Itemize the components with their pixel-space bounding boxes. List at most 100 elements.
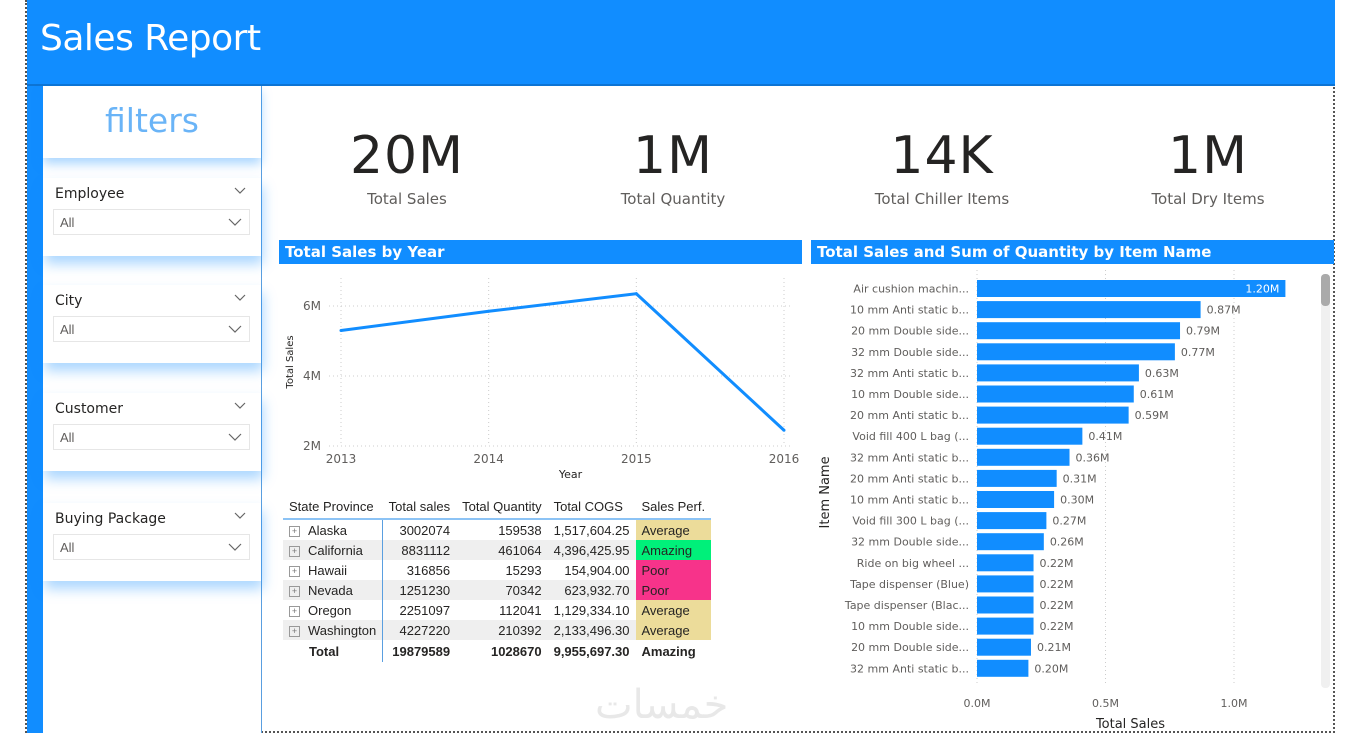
table-row[interactable]: + California 8831112 461064 4,396,425.95 Amaz… [283,540,712,560]
total-quantity-cell: 15293 [505,562,542,578]
dropdown-value: All [60,430,75,445]
data-point[interactable] [487,309,491,313]
chevron-down-icon[interactable] [233,399,247,413]
scrollbar-thumb[interactable] [1321,274,1330,306]
bar[interactable] [977,469,1057,487]
data-label: 0.31M [1063,472,1097,485]
data-point[interactable] [339,329,343,332]
total-label: Total [283,640,384,662]
expand-icon[interactable]: + [289,565,300,577]
filters-title: filters [105,101,199,140]
bar[interactable] [977,575,1034,593]
total-row: Total 19879589 1028670 9,955,697.30 Amazing [283,640,712,662]
x-tick-label: 2013 [326,452,357,466]
bar-chart-title: Total Sales and Sum of Quantity by Item … [811,240,1334,264]
chevron-down-icon [228,543,242,551]
state-cell: + Oregon [283,600,384,620]
data-label: 0.87M [1207,304,1241,317]
total-cogs-cell: 1,129,334.10 [553,602,630,618]
bar[interactable] [977,617,1034,635]
chevron-down-icon[interactable] [233,291,247,305]
table-row[interactable]: + Oregon 2251097 112041 1,129,334.10 Average [283,600,712,620]
total-sales-cell: 1251230 [382,580,457,600]
bar[interactable] [977,596,1034,614]
state-name: California [308,542,363,558]
bar[interactable] [977,638,1031,656]
sales-by-year-line-chart[interactable]: 2M 4M 6M 2013 2014 2015 2016 Year Total Sales [279,266,802,486]
data-label: 0.21M [1037,641,1071,654]
chevron-down-icon [228,218,242,226]
bar[interactable] [977,659,1029,677]
chevron-down-icon[interactable] [233,509,247,523]
bar[interactable] [977,512,1047,530]
matrix-header-row: State Province Total sales Total Quantit… [283,494,712,519]
expand-icon[interactable]: + [289,625,300,637]
total-cogs-cell: 623,932.70 [547,580,636,600]
expand-icon[interactable]: + [289,545,300,557]
total-cogs-cell: 2,133,496.30 [547,620,636,640]
bar[interactable] [977,427,1083,445]
customer-dropdown[interactable]: All [53,424,250,450]
sales-perf-cell: Amazing [635,640,712,662]
dropdown-value: All [60,540,75,555]
bar[interactable] [977,301,1201,319]
column-header[interactable]: Sales Perf. [641,498,706,514]
category-label: 32 mm Anti static b... [850,367,969,380]
slicer-customer: Customer All [43,393,261,471]
category-label: 32 mm Anti static b... [850,451,969,464]
bar[interactable] [977,554,1034,572]
data-point[interactable] [634,292,638,296]
city-dropdown[interactable]: All [53,316,250,342]
sales-perf-cell: Average [635,620,712,640]
expand-icon[interactable]: + [289,605,300,617]
table-row[interactable]: + Washington 4227220 210392 2,133,496.30 Aver… [283,620,712,640]
total-quantity-cell: 1028670 [456,640,548,662]
data-label: 0.27M [1052,515,1086,528]
data-point[interactable] [782,428,786,432]
employee-dropdown[interactable]: All [53,209,250,235]
data-label: 0.63M [1145,367,1179,380]
expand-icon[interactable]: + [289,525,300,537]
expand-icon[interactable]: + [289,585,300,597]
table-row[interactable]: + Nevada 1251230 70342 623,932.70 Poor [283,580,712,600]
state-name: Oregon [308,602,352,618]
data-label: 0.61M [1140,388,1174,401]
kpi-label: Total Chiller Items [874,190,1010,208]
filters-heading: filters [43,86,261,158]
kpi-label: Total Quantity [620,190,726,208]
x-axis-title: Year [558,468,583,481]
bar[interactable] [977,385,1134,403]
bar[interactable] [977,322,1181,340]
sales-by-item-bar-chart[interactable]: 0.0M 0.5M 1.0M Air cushion machin... 1.20M 10… [811,270,1319,733]
sales-line[interactable] [340,292,786,432]
kpi-label: Total Sales [367,190,447,208]
category-label: Ride on big wheel ... [857,557,969,570]
data-label: 0.36M [1076,451,1110,464]
chevron-down-icon[interactable] [233,184,247,198]
bar[interactable] [977,364,1139,382]
category-label: Void fill 300 L bag (... [852,515,969,528]
category-label: 10 mm Double side... [851,388,969,401]
bar-chart-scrollbar[interactable] [1321,274,1330,688]
column-header[interactable]: Total COGS [553,498,623,514]
bar[interactable] [977,448,1070,466]
category-label: 20 mm Anti static b... [850,409,969,422]
bar[interactable] [977,406,1129,424]
dropdown-value: All [60,215,75,230]
y-axis-title: Item Name [818,456,833,528]
column-header[interactable]: Total Quantity [462,498,542,514]
table-row[interactable]: + Hawaii 316856 15293 154,904.00 Poor [283,560,712,580]
report-title: Sales Report [40,18,261,59]
buying-package-dropdown[interactable]: All [53,534,250,560]
bar[interactable] [977,491,1055,508]
sales-perf-cell: Average [635,600,712,620]
table-row[interactable]: + Alaska 3002074 159538 1,517,604.25 Average [283,519,712,540]
bar[interactable] [977,533,1044,551]
slicer-label: Customer [55,401,124,417]
column-header[interactable]: Total sales [388,498,451,514]
bar[interactable] [977,280,1286,297]
category-label: Air cushion machin... [853,283,969,296]
data-label: 0.20M [1034,662,1068,675]
bar[interactable] [977,343,1175,361]
column-header[interactable]: State Province [289,498,374,514]
